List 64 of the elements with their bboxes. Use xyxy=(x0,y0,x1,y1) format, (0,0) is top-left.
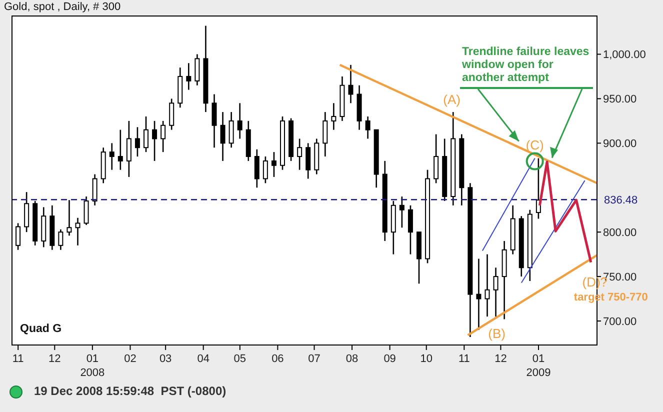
candlestick xyxy=(220,111,226,162)
chart-title: Gold, spot , Daily, # 300 xyxy=(4,1,121,13)
y-tick-label: 900.00 xyxy=(603,138,637,150)
candlestick xyxy=(75,217,80,246)
candlestick xyxy=(237,102,242,140)
candlestick xyxy=(476,258,482,331)
y-tick-label: 950.00 xyxy=(603,94,637,106)
y-tick-label: 700.00 xyxy=(603,316,637,328)
candlestick xyxy=(331,102,336,130)
candlestick xyxy=(365,116,370,140)
x-tick-label: 01 2008 xyxy=(80,353,105,379)
candlestick xyxy=(186,62,192,90)
candlestick xyxy=(66,199,72,236)
x-tick-label: 12 xyxy=(494,353,507,365)
candlestick xyxy=(109,142,114,170)
candlestick xyxy=(134,126,140,158)
candlestick xyxy=(144,116,148,153)
x-tick-label: 10 xyxy=(420,353,432,365)
y-tick-label: 800.00 xyxy=(603,226,637,239)
x-tick-label: 07 xyxy=(308,353,320,365)
candlestick xyxy=(348,64,354,104)
candlestick xyxy=(24,191,30,233)
candlestick xyxy=(262,156,268,184)
x-tick-label: 11 xyxy=(458,353,470,365)
annotation: Trendline failure leaves window open for another attempt xyxy=(462,46,590,85)
candlestick xyxy=(484,254,490,318)
text: 19 Dec 2008 15:59:48 PST (-0800) xyxy=(34,384,226,398)
x-tick-label: 12 xyxy=(48,353,61,365)
candlestick xyxy=(297,138,302,170)
x-tick-label: 08 xyxy=(346,353,358,365)
candlestick xyxy=(271,151,276,178)
candlestick xyxy=(58,228,64,251)
x-tick-label: 03 xyxy=(159,353,172,365)
candlestick xyxy=(399,196,404,228)
candlestick xyxy=(322,111,328,158)
candlestick xyxy=(118,129,123,170)
y-tick-label: 1,000.00 xyxy=(603,49,646,62)
x-tick-label: 01 2009 xyxy=(526,353,551,379)
candlestick xyxy=(92,174,98,206)
candlestick xyxy=(84,196,89,226)
ref-line-label: 836.48 xyxy=(604,194,638,207)
x-tick-label: 09 xyxy=(384,353,396,365)
candlestick xyxy=(254,148,260,188)
x-tick-label: 06 xyxy=(272,353,284,365)
candlestick xyxy=(169,98,174,130)
candlestick xyxy=(160,120,166,153)
x-tick-label: 11 xyxy=(12,353,24,365)
candlestick xyxy=(408,204,413,255)
candlestick xyxy=(152,120,158,162)
candlestick xyxy=(194,54,200,86)
candlestick xyxy=(493,266,498,318)
annotation: (B) xyxy=(488,326,506,342)
candlestick xyxy=(228,111,234,148)
candlestick xyxy=(306,142,311,180)
annotation: Quad G xyxy=(20,323,62,335)
annotation: (C) xyxy=(526,137,544,152)
x-tick-label: 02 xyxy=(124,353,136,365)
candlestick xyxy=(434,134,439,184)
x-tick-label: 04 xyxy=(197,353,210,365)
candlestick xyxy=(126,120,132,178)
annotation: (A) xyxy=(443,92,461,107)
x-tick-label: 05 xyxy=(234,353,246,365)
candlestick xyxy=(212,94,217,148)
candlestick xyxy=(16,222,21,251)
